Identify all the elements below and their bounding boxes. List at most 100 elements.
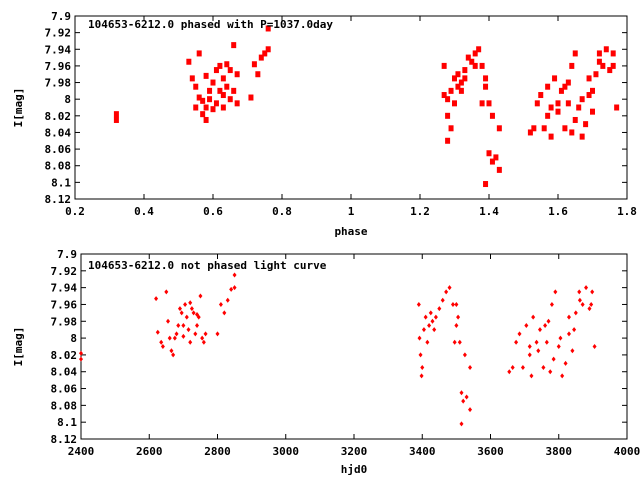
data-point <box>536 348 541 354</box>
data-point <box>577 297 582 303</box>
x-tick-label: 0.8 <box>272 205 292 218</box>
data-point <box>231 42 237 49</box>
data-point <box>461 398 466 404</box>
data-point <box>207 96 213 103</box>
data-point <box>200 111 206 118</box>
data-point <box>520 365 525 371</box>
data-point <box>587 306 592 312</box>
data-point <box>565 100 571 107</box>
data-point <box>207 87 213 94</box>
y-tick-label: 7.92 <box>51 265 78 278</box>
data-point <box>186 327 191 333</box>
data-point <box>450 301 455 307</box>
data-point <box>177 306 182 312</box>
x-tick-label: 2400 <box>68 445 95 458</box>
data-point <box>455 83 461 90</box>
data-point <box>210 106 216 113</box>
data-point <box>462 75 468 82</box>
data-point <box>186 58 192 65</box>
data-point <box>517 331 522 337</box>
data-point <box>445 137 451 144</box>
y-tick-label: 7.96 <box>51 298 78 311</box>
data-point <box>455 71 461 78</box>
x-axis-label: phase <box>334 225 367 238</box>
data-point <box>556 344 561 349</box>
data-point <box>420 365 425 371</box>
y-tick-label: 8.1 <box>57 416 77 429</box>
data-point <box>193 104 199 111</box>
x-tick-label: 1.8 <box>617 205 637 218</box>
y-tick-label: 8.12 <box>51 433 78 446</box>
data-point <box>479 62 485 69</box>
y-axis-label: I[mag] <box>12 327 25 367</box>
data-point <box>427 322 432 328</box>
data-point <box>203 116 209 123</box>
data-point <box>454 301 459 307</box>
y-tick-label: 8.06 <box>45 143 72 156</box>
data-point <box>444 289 449 295</box>
data-point <box>580 301 585 307</box>
data-point <box>200 335 205 341</box>
data-point <box>189 75 195 82</box>
data-point <box>79 356 83 362</box>
data-point <box>176 322 181 328</box>
data-point <box>483 181 489 188</box>
data-point <box>432 327 437 333</box>
data-point <box>548 369 553 375</box>
data-point <box>524 322 529 328</box>
y-tick-label: 8.06 <box>51 383 78 396</box>
x-tick-label: 3400 <box>409 445 436 458</box>
data-point <box>419 373 424 379</box>
data-point <box>462 352 467 358</box>
y-tick-label: 7.9 <box>57 248 77 261</box>
y-tick-label: 8 <box>70 332 77 345</box>
x-tick-label: 0.2 <box>65 205 85 218</box>
data-point <box>441 62 447 69</box>
data-point <box>458 79 464 86</box>
data-point <box>558 335 563 341</box>
y-tick-label: 7.98 <box>51 315 78 328</box>
y-tick-label: 8.04 <box>45 126 72 139</box>
data-point <box>255 71 261 78</box>
data-point <box>416 301 421 307</box>
data-point <box>476 46 482 53</box>
data-point <box>203 104 209 111</box>
data-point <box>603 46 609 53</box>
data-point <box>198 293 203 299</box>
data-point <box>229 286 234 292</box>
data-point <box>555 108 561 115</box>
data-point <box>166 318 171 324</box>
data-point <box>590 87 595 94</box>
y-tick-label: 7.94 <box>45 43 72 56</box>
data-point <box>586 75 592 82</box>
data-point <box>164 289 169 295</box>
data-point <box>172 335 177 341</box>
data-point <box>489 158 495 165</box>
data-point <box>218 301 223 307</box>
data-point <box>569 129 575 136</box>
data-point <box>196 50 202 57</box>
data-point <box>203 331 208 337</box>
data-point <box>590 108 595 115</box>
data-point <box>224 61 230 68</box>
data-point <box>155 329 160 335</box>
data-point <box>553 289 558 295</box>
data-point <box>265 46 271 53</box>
data-point <box>454 322 459 328</box>
data-point <box>452 75 457 82</box>
data-point <box>534 100 540 107</box>
data-point <box>566 331 571 337</box>
data-point <box>167 335 172 341</box>
x-tick-label: 1.4 <box>479 205 499 218</box>
x-tick-label: 3600 <box>477 445 504 458</box>
data-point <box>543 322 548 328</box>
data-point <box>479 100 485 107</box>
data-point <box>541 365 546 371</box>
data-point <box>486 150 492 157</box>
data-point <box>181 333 186 339</box>
data-point <box>493 154 499 161</box>
data-point <box>220 75 226 82</box>
data-point <box>200 97 206 104</box>
data-point <box>548 133 554 140</box>
data-point <box>220 104 226 111</box>
